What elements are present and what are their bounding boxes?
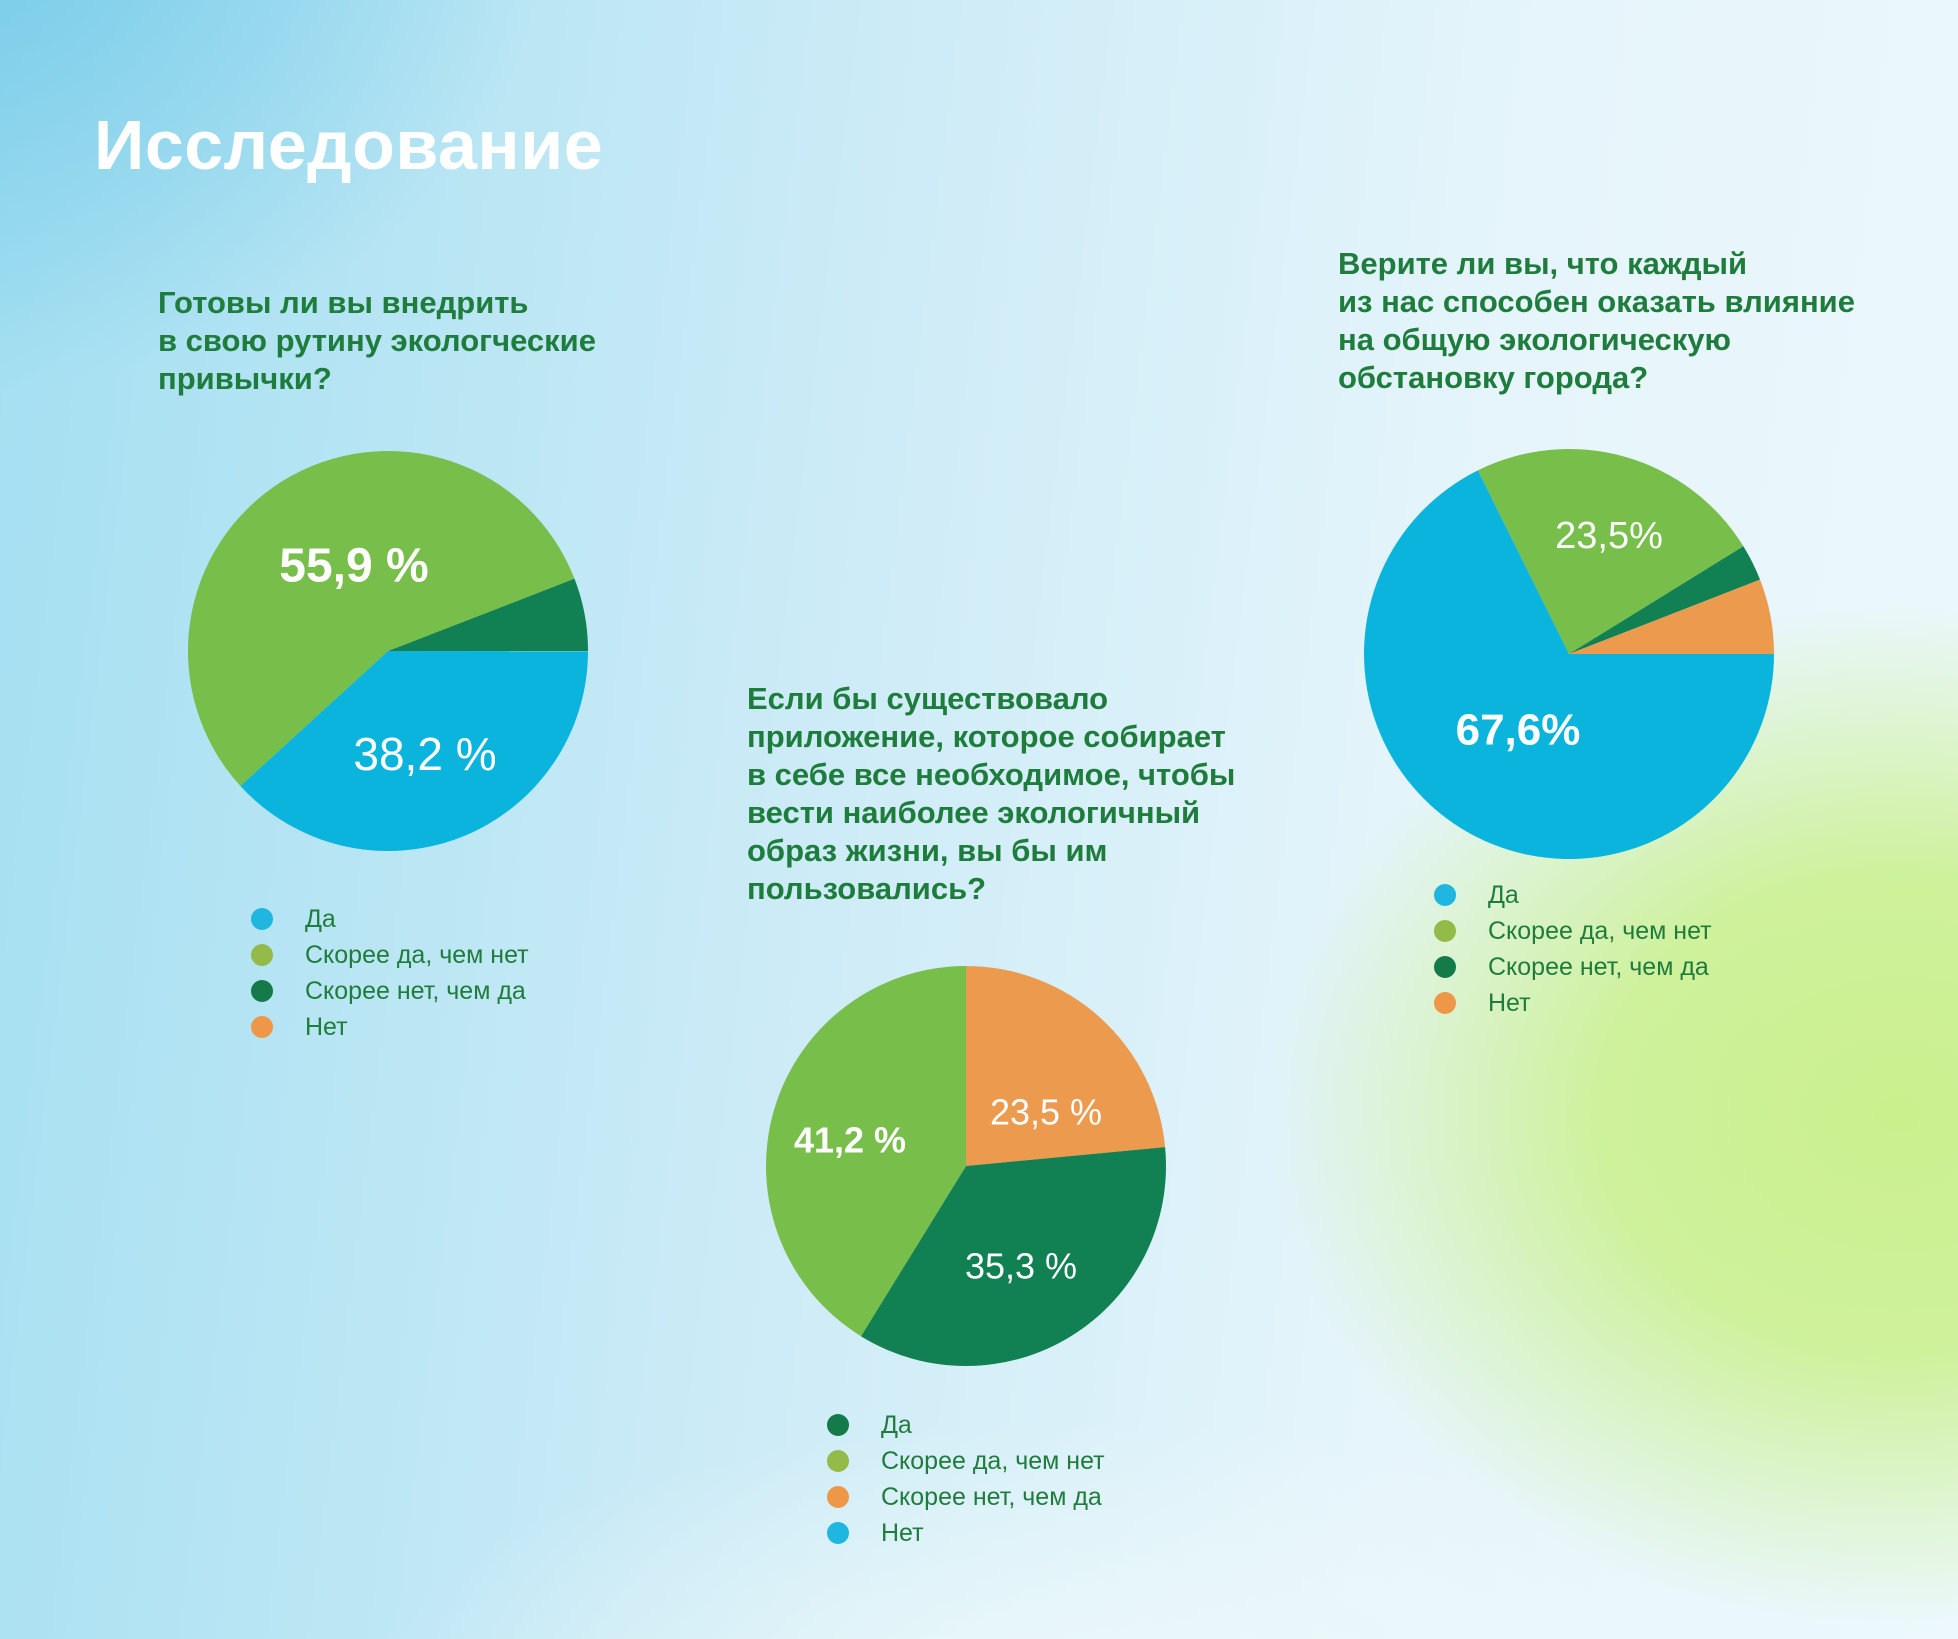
pie-slice — [766, 966, 966, 1337]
legend-item: Да — [251, 901, 529, 937]
legend-label: Да — [305, 904, 336, 933]
pie-legend: Да Скорее да, чем нет Скорее нет, чем да Не… — [251, 901, 529, 1045]
legend-item: Нет — [251, 1009, 529, 1045]
legend-label: Скорее нет, чем да — [1488, 952, 1709, 981]
pie-slice-label: 41,2 % — [794, 1120, 906, 1161]
chart-question: Готовы ли вы внедрить в свою рутину экол… — [158, 285, 596, 396]
legend-dot-icon — [1434, 884, 1456, 906]
pie-slice — [966, 966, 1166, 1166]
pie-slice — [240, 651, 588, 851]
legend-label: Нет — [881, 1518, 924, 1547]
legend-dot-icon — [251, 980, 273, 1002]
legend-item: Скорее нет, чем да — [827, 1479, 1105, 1515]
pie-slice — [188, 451, 575, 786]
legend-dot-icon — [1434, 956, 1456, 978]
pie-slice-label: 35,3 % — [965, 1246, 1077, 1287]
legend-item: Скорее нет, чем да — [251, 973, 529, 1009]
pie-slice-label: 23,5 % — [990, 1092, 1102, 1133]
legend-item: Нет — [827, 1515, 1105, 1551]
pie-slice-label: 23,5% — [1555, 515, 1663, 557]
legend-label: Скорее нет, чем да — [881, 1482, 1102, 1511]
pie-slice — [860, 1147, 1166, 1366]
chart-question: Верите ли вы, что каждый из нас способен… — [1338, 246, 1855, 395]
legend-label: Скорее да, чем нет — [1488, 916, 1712, 945]
legend-dot-icon — [1434, 920, 1456, 942]
legend-dot-icon — [251, 944, 273, 966]
pie-legend: Да Скорее да, чем нет Скорее нет, чем да Не… — [827, 1407, 1105, 1551]
legend-item: Нет — [1434, 985, 1712, 1021]
legend-dot-icon — [827, 1486, 849, 1508]
pie-slice — [1569, 546, 1761, 654]
legend-dot-icon — [827, 1522, 849, 1544]
pie-slice — [1477, 449, 1744, 654]
legend-dot-icon — [251, 908, 273, 930]
legend-label: Да — [881, 1410, 912, 1439]
legend-item: Да — [1434, 877, 1712, 913]
legend-dot-icon — [827, 1450, 849, 1472]
chart-question: Если бы существовало приложение, которое… — [747, 681, 1236, 906]
legend-dot-icon — [827, 1414, 849, 1436]
legend-label: Нет — [305, 1012, 348, 1041]
legend-item: Скорее да, чем нет — [1434, 913, 1712, 949]
legend-label: Скорее нет, чем да — [305, 976, 526, 1005]
pie-slice-label: 67,6% — [1456, 706, 1581, 755]
legend-item: Да — [827, 1407, 1105, 1443]
page-title: Исследование — [94, 106, 604, 184]
legend-dot-icon — [251, 1016, 273, 1038]
pie-slice-label: 55,9 % — [279, 540, 428, 593]
legend-label: Скорее да, чем нет — [881, 1446, 1105, 1475]
pie-slice — [1364, 470, 1774, 859]
pie-chart: 38,2 % 55,9 % — [188, 451, 588, 851]
pie-chart: 23,5 % 35,3 % 41,2 % — [766, 966, 1166, 1366]
legend-dot-icon — [1434, 992, 1456, 1014]
legend-label: Нет — [1488, 988, 1531, 1017]
legend-item: Скорее да, чем нет — [251, 937, 529, 973]
legend-item: Скорее да, чем нет — [827, 1443, 1105, 1479]
legend-label: Да — [1488, 880, 1519, 909]
legend-item: Скорее нет, чем да — [1434, 949, 1712, 985]
pie-slice — [1569, 579, 1774, 654]
pie-chart: 23,5% 67,6% — [1364, 449, 1774, 859]
pie-legend: Да Скорее да, чем нет Скорее нет, чем да Не… — [1434, 877, 1712, 1021]
legend-label: Скорее да, чем нет — [305, 940, 529, 969]
pie-slice — [388, 578, 588, 652]
pie-slice-label: 38,2 % — [353, 728, 496, 780]
